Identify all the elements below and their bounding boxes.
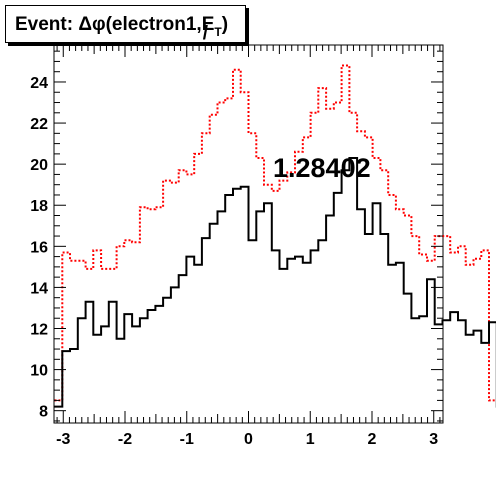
y-tick-label: 8 — [39, 404, 48, 421]
x-tick-label: 0 — [244, 431, 253, 448]
series-solid-line — [55, 158, 496, 407]
y-tick-label: 18 — [30, 198, 48, 215]
y-tick-label: 16 — [30, 239, 48, 256]
title-met: E/ — [202, 14, 215, 35]
x-tick-label: 1 — [306, 431, 315, 448]
series-layer — [55, 66, 496, 407]
annotation-value: 1.28402 — [273, 153, 371, 183]
x-tick-label: -1 — [180, 431, 194, 448]
title-close: ) — [222, 14, 228, 35]
x-tick-label: 3 — [429, 431, 438, 448]
y-tick-label: 24 — [30, 75, 48, 92]
chart-title: Event: Δφ(electron1,E/T) — [5, 5, 246, 43]
x-tick-label: -2 — [118, 431, 132, 448]
series-dotted-line — [55, 66, 496, 401]
y-tick-label: 14 — [30, 280, 48, 297]
y-tick-label: 22 — [30, 116, 48, 133]
x-tick-label: 2 — [368, 431, 377, 448]
title-prefix: Event: — [15, 14, 78, 35]
y-tick-label: 10 — [30, 363, 48, 380]
title-met-subscript: T — [214, 25, 221, 39]
title-args: (electron1, — [106, 14, 202, 35]
title-met-slash: / — [203, 15, 208, 53]
title-delta-phi: Δφ — [78, 14, 105, 35]
y-tick-label: 20 — [30, 157, 48, 174]
y-tick-label: 12 — [30, 322, 48, 339]
x-tick-label: -3 — [56, 431, 70, 448]
